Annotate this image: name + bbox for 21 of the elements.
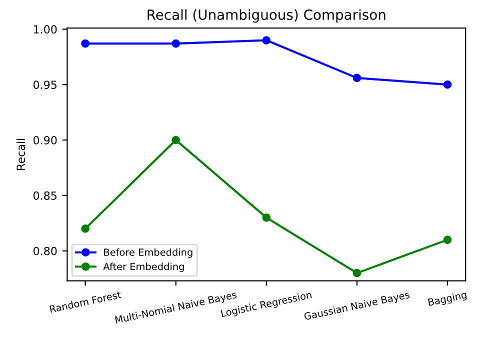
point <box>352 268 362 278</box>
point <box>443 80 452 89</box>
y-tick-label: 1.00 <box>34 25 57 34</box>
point <box>81 39 90 48</box>
y-tick-label: 0.95 <box>33 80 57 89</box>
point <box>443 236 452 244</box>
point <box>352 74 362 82</box>
y-tick-label: 0.85 <box>33 191 57 200</box>
point <box>172 136 180 144</box>
point <box>81 224 90 233</box>
legend-label: After Embedding <box>103 262 184 272</box>
x-tick-label: Bagging <box>428 290 468 308</box>
chart-title: Recall (Unambiguous) Comparison <box>148 9 386 23</box>
point <box>262 36 271 44</box>
x-tick-label: Random Forest <box>49 290 122 313</box>
y-tick-label: 0.90 <box>33 136 57 144</box>
legend-label: Before Embedding <box>104 248 192 258</box>
point <box>262 213 271 222</box>
point <box>172 39 180 48</box>
y-axis-title: Recall <box>16 138 26 170</box>
y-tick-label: 0.80 <box>33 246 57 256</box>
